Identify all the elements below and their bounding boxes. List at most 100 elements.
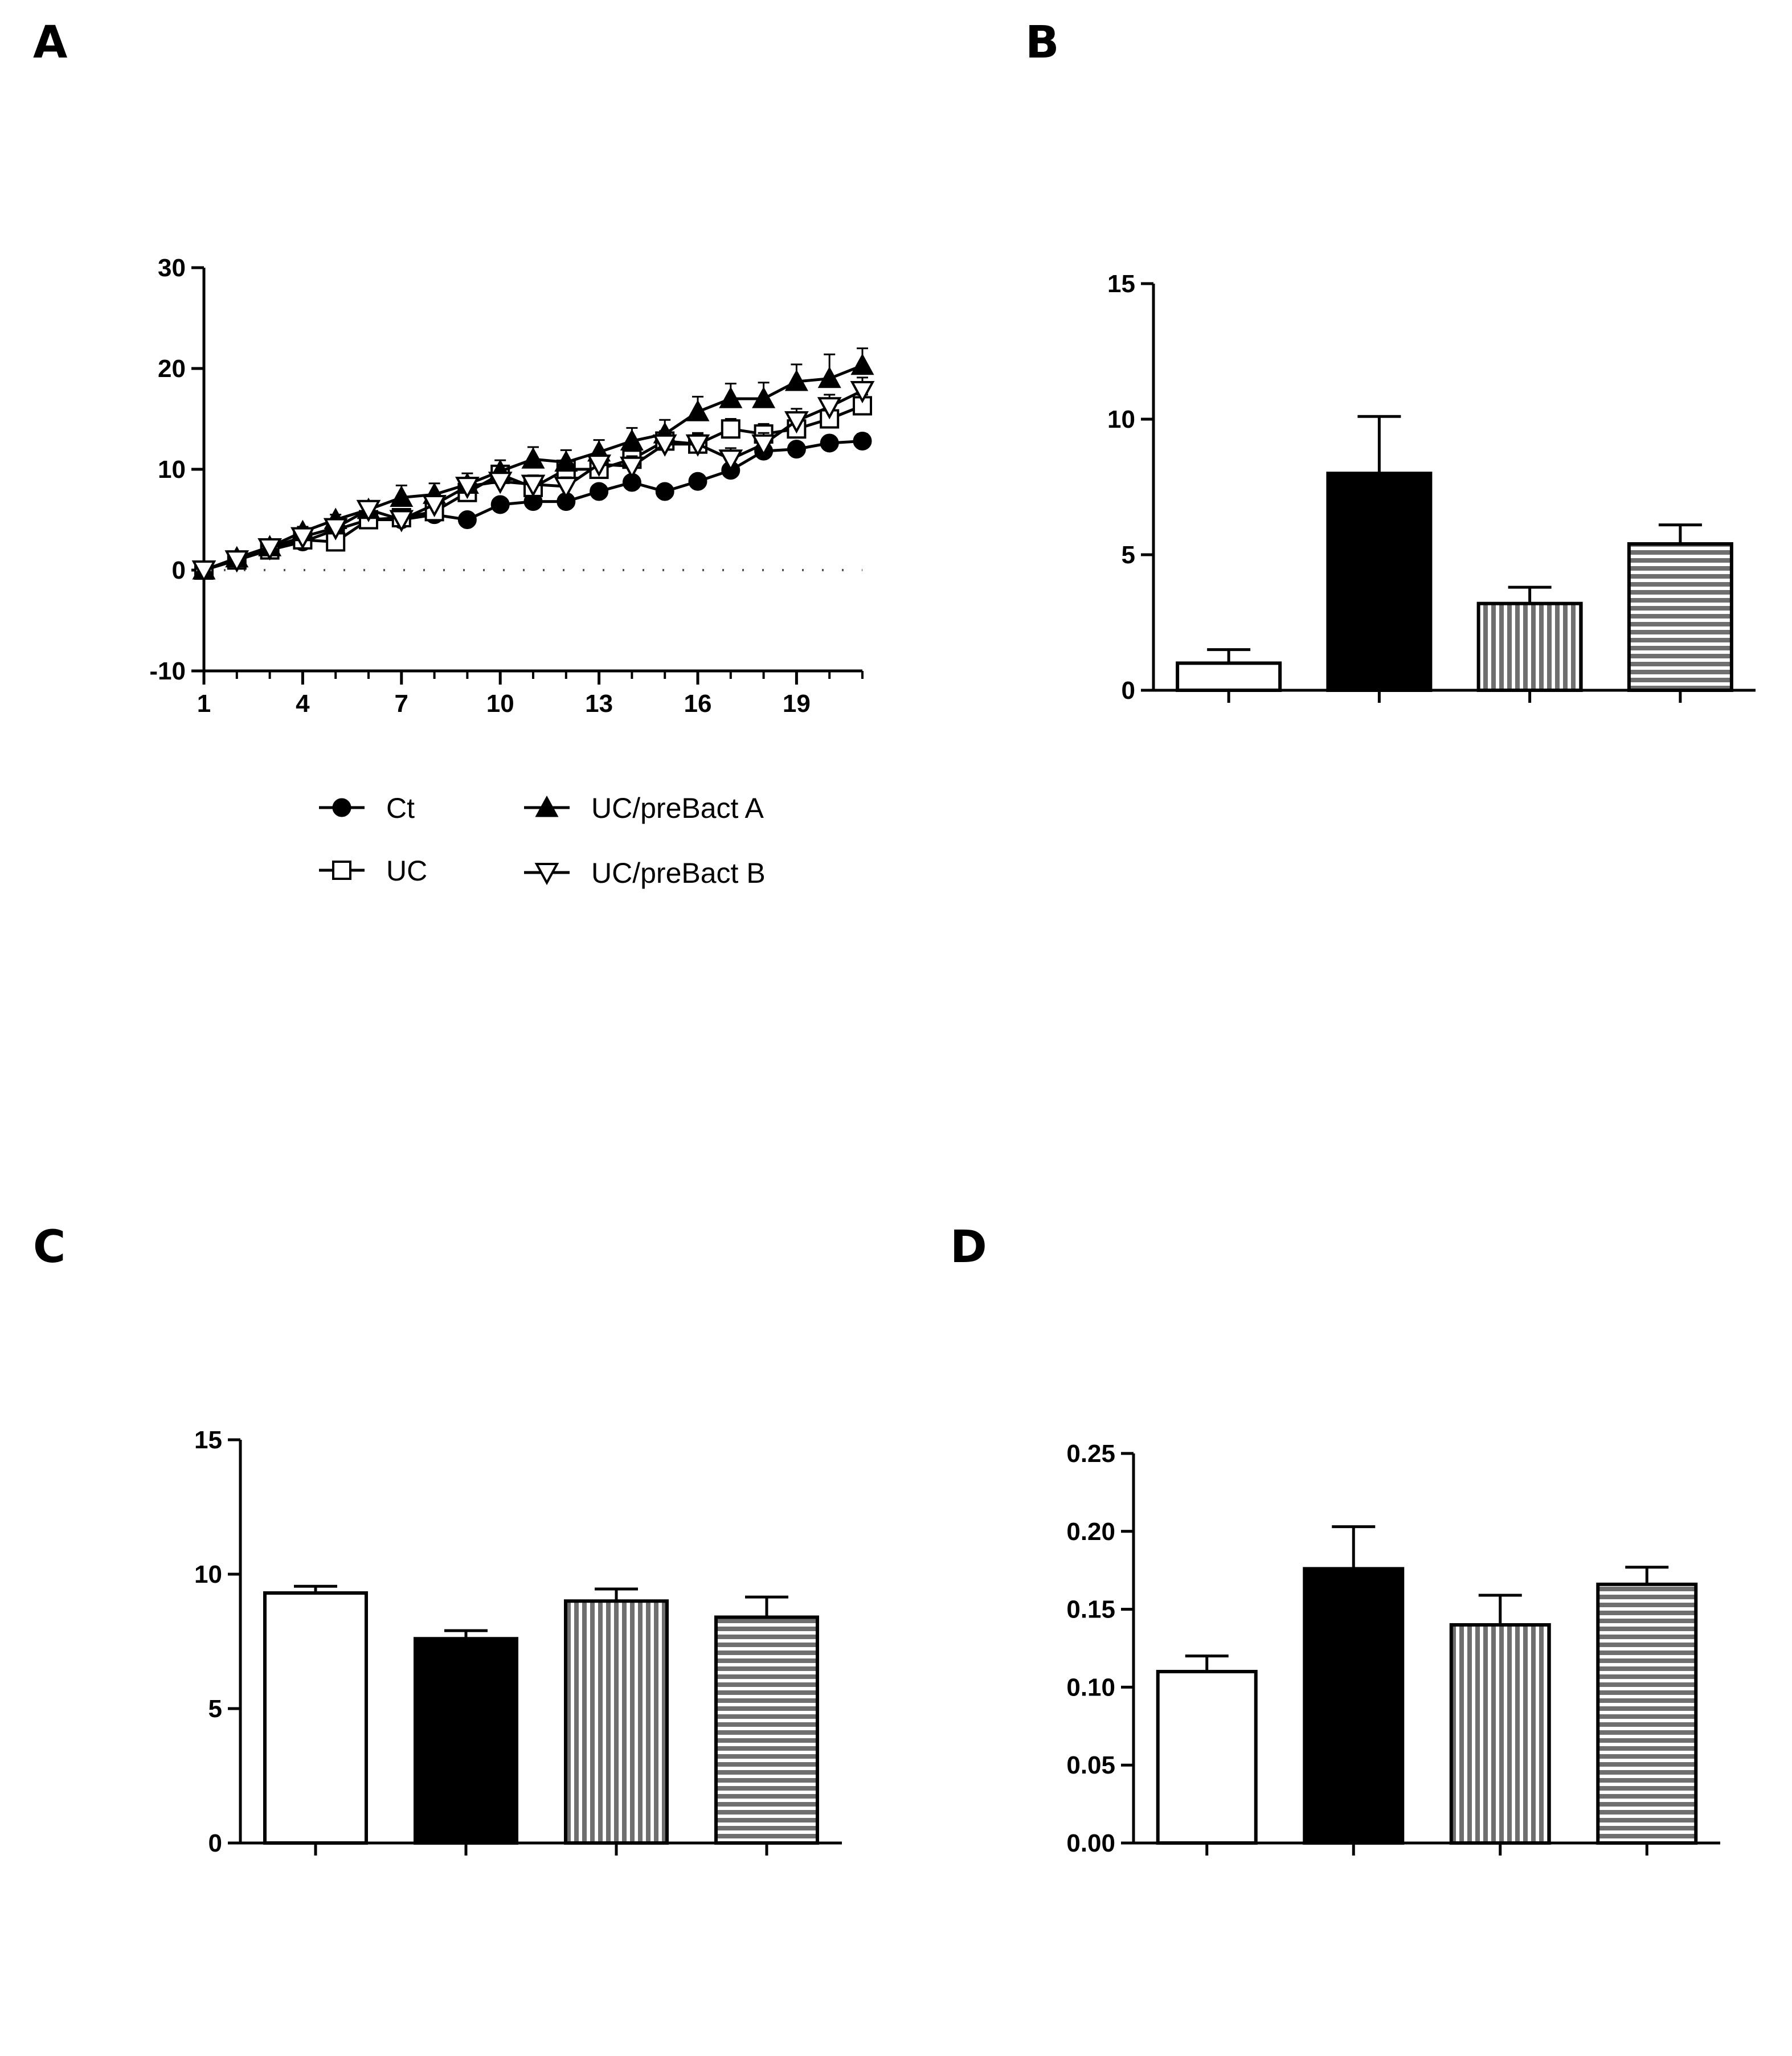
x-tick-label: 10	[486, 690, 514, 718]
y-tick-label: 0.15	[1066, 1596, 1115, 1624]
data-point-uc-prebact-b	[554, 477, 579, 499]
data-point-uc-prebact-a	[784, 369, 808, 391]
data-point-uc-prebact-b	[685, 434, 710, 457]
bar-group-uc-prebact-b	[714, 1595, 819, 1856]
y-tick-label: 0	[1122, 677, 1135, 705]
y-tick-label: 15	[1107, 270, 1135, 298]
bar-uc-prebact-a	[564, 1599, 669, 1845]
bar-ct	[1176, 661, 1282, 693]
data-point-uc-prebact-b	[817, 397, 842, 420]
bar-group-ct	[263, 1584, 368, 1856]
bar-uc	[1303, 1567, 1405, 1845]
x-tick-label: 4	[296, 690, 310, 718]
data-point-uc-prebact-b	[718, 449, 743, 472]
panel-label-c: C	[33, 1222, 66, 1273]
y-tick-label: 0.10	[1066, 1673, 1115, 1701]
data-point-uc	[721, 419, 740, 439]
bar-uc	[414, 1637, 518, 1845]
data-point-uc-prebact-b	[323, 518, 348, 540]
data-point-uc-prebact-a	[554, 450, 578, 472]
bar-uc-prebact-b	[714, 1615, 819, 1845]
data-point-uc-prebact-b	[620, 456, 644, 479]
bar-uc-prebact-b	[1627, 542, 1733, 693]
x-tick-label: 16	[684, 690, 712, 718]
x-tick-label: 7	[395, 690, 408, 718]
bar-group-uc	[1326, 415, 1433, 703]
data-point-ct	[490, 495, 510, 514]
y-tick-label: 0	[208, 1829, 222, 1857]
bar-uc-prebact-a	[1476, 601, 1583, 693]
data-point-uc-prebact-b	[422, 494, 447, 518]
data-point-uc-prebact-b	[455, 477, 480, 499]
bar-group-ct	[1156, 1654, 1258, 1856]
data-point-uc-prebact-b	[751, 434, 776, 457]
data-point-ct	[590, 482, 609, 501]
y-tick-label: 20	[158, 355, 186, 383]
legend-item-uc-prebact-a: UC/preBact A	[524, 792, 764, 824]
chart-c-colon-length: 0 5 10 15	[194, 1426, 842, 1857]
data-point-ct	[457, 510, 477, 529]
data-point-ct	[655, 482, 674, 501]
panel-label-a: A	[33, 17, 68, 68]
panel-label-d: D	[950, 1222, 987, 1273]
y-tick-label: 15	[194, 1426, 222, 1454]
data-point-uc-prebact-b	[488, 472, 513, 494]
data-point-uc-prebact-b	[191, 560, 216, 583]
data-point-uc-prebact-b	[224, 550, 249, 573]
legend-marker	[535, 795, 559, 817]
legend-label: UC/preBact A	[591, 792, 764, 824]
data-point-uc-prebact-a	[620, 429, 644, 450]
data-point-uc-prebact-b	[389, 510, 414, 533]
bar-group-uc-prebact-a	[564, 1587, 669, 1856]
panel-label-b: B	[1025, 17, 1059, 68]
data-point-uc-prebact-a	[850, 353, 874, 375]
bar-group-uc-prebact-b	[1596, 1566, 1698, 1856]
data-point-uc-prebact-b	[291, 527, 315, 550]
x-tick-label: 19	[783, 690, 811, 718]
bar-group-uc	[414, 1629, 518, 1856]
chart-b-dai-score: 0 5 10 15	[1107, 270, 1756, 705]
legend-label: UC	[386, 855, 427, 887]
data-point-uc-prebact-b	[257, 538, 282, 561]
y-tick-label: 0.00	[1066, 1829, 1115, 1857]
data-point-ct	[820, 433, 839, 453]
y-tick-label: -10	[149, 657, 186, 685]
data-point-uc-prebact-b	[356, 499, 381, 522]
x-tick-label: 1	[197, 690, 211, 718]
data-point-ct	[853, 431, 872, 450]
data-point-uc-prebact-a	[817, 366, 841, 388]
chart-a-body-weight: -10 0 10 20 30 1 4 7 10 13 16 19 Ct UC UC/preBact A UC/…	[149, 254, 875, 889]
bar-uc-prebact-b	[1596, 1582, 1698, 1845]
legend-marker	[534, 863, 559, 886]
data-point-uc-prebact-a	[719, 386, 743, 408]
data-point-ct	[787, 440, 806, 459]
legend-marker	[332, 798, 351, 817]
y-tick-label: 0.25	[1066, 1440, 1115, 1468]
bar-group-uc-prebact-b	[1627, 523, 1733, 703]
data-point-uc-prebact-a	[686, 399, 710, 421]
data-point-uc-prebact-b	[850, 380, 875, 404]
y-tick-label: 30	[158, 254, 186, 282]
y-tick-label: 5	[208, 1695, 222, 1723]
bar-group-ct	[1176, 648, 1282, 703]
bar-uc	[1326, 472, 1433, 692]
data-point-uc-prebact-a	[752, 386, 776, 408]
y-tick-label: 5	[1122, 541, 1135, 569]
legend-item-uc: UC	[319, 855, 427, 887]
y-tick-label: 0.20	[1066, 1518, 1115, 1546]
data-point-uc-prebact-a	[390, 485, 414, 507]
bar-group-uc	[1303, 1525, 1405, 1856]
y-tick-label: 10	[1107, 406, 1135, 433]
data-point-uc-prebact-b	[521, 474, 546, 497]
series-uc-prebact-b	[191, 376, 875, 583]
bar-group-uc-prebact-a	[1476, 585, 1583, 703]
bar-uc-prebact-a	[1449, 1623, 1551, 1845]
y-tick-label: 0	[172, 556, 186, 584]
legend-item-ct: Ct	[319, 792, 415, 824]
legend-label: UC/preBact B	[591, 857, 766, 889]
chart-d-spleen-weight: 0.00 0.05 0.10 0.15 0.20 0.25	[1066, 1440, 1720, 1857]
data-point-uc-prebact-b	[652, 434, 677, 457]
y-tick-label: 0.05	[1066, 1751, 1115, 1779]
y-tick-label: 10	[194, 1561, 222, 1588]
